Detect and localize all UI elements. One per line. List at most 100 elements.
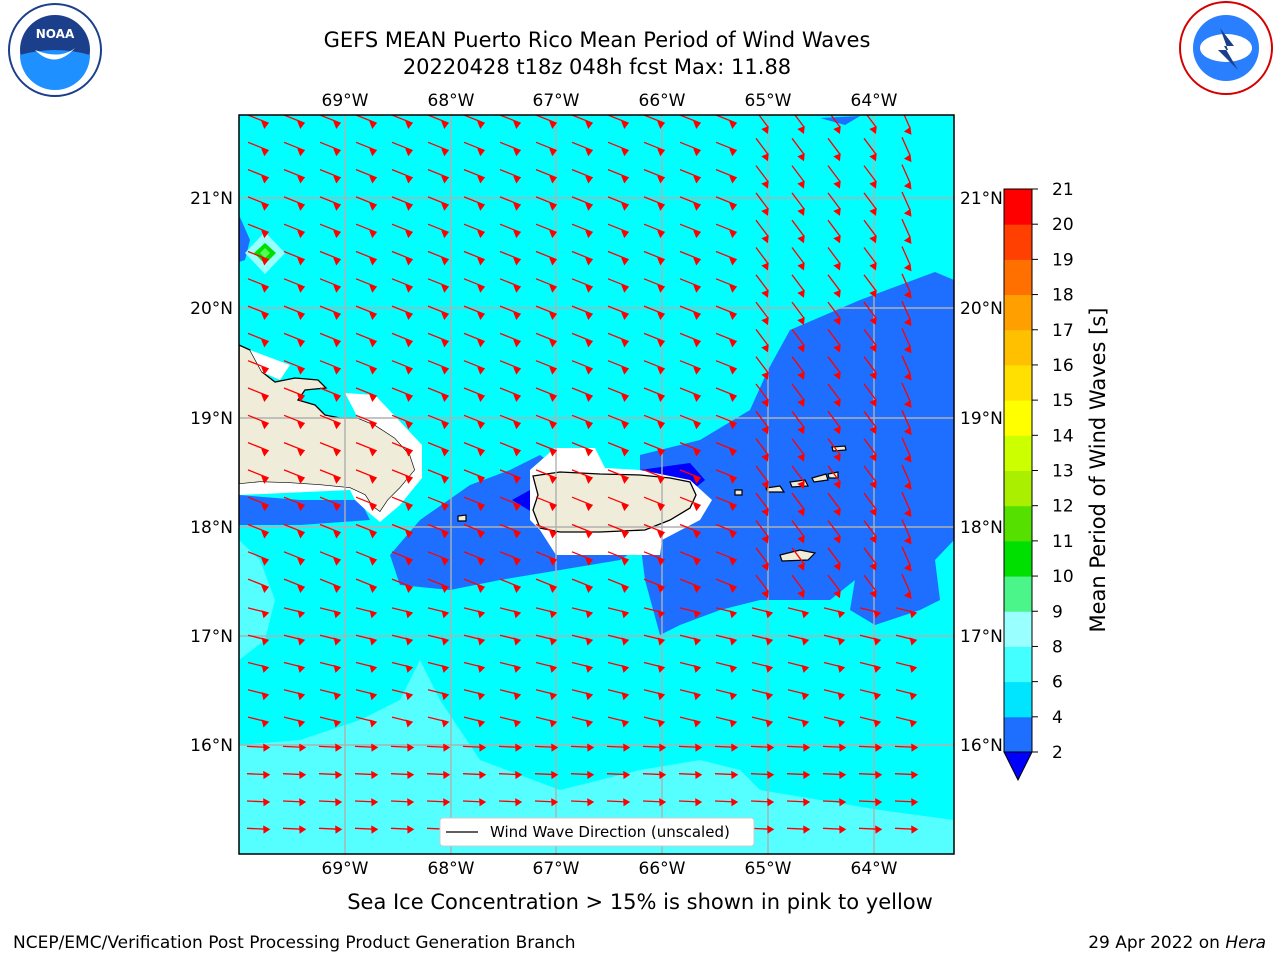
wind-wave-arrow <box>463 332 486 348</box>
wind-wave-arrow <box>463 305 486 321</box>
wind-wave-arrow <box>715 496 738 512</box>
wind-wave-arrow <box>715 250 738 266</box>
wind-wave-arrow <box>827 274 841 298</box>
colorbar-tick-label: 17 <box>1052 321 1074 341</box>
wind-wave-arrow <box>895 689 918 701</box>
wind-wave-arrow <box>895 661 918 673</box>
wind-wave-arrow <box>283 278 306 293</box>
wind-wave-arrow <box>679 607 702 619</box>
wind-wave-arrow <box>426 770 451 780</box>
wind-wave-arrow <box>499 168 522 184</box>
wind-wave-arrow <box>283 551 306 566</box>
wind-wave-arrow <box>391 716 414 728</box>
wind-wave-arrow <box>863 301 877 326</box>
wind-wave-arrow <box>679 360 702 375</box>
period-zone-6-8 <box>239 660 954 854</box>
wind-wave-arrow <box>755 356 769 380</box>
lon-tick: 64°W <box>851 859 898 879</box>
wind-wave-arrow <box>355 661 378 673</box>
wind-wave-arrow <box>319 168 342 184</box>
map-title: GEFS MEAN Puerto Rico Mean Period of Win… <box>323 28 871 52</box>
wind-wave-arrow <box>791 329 805 353</box>
wind-wave-arrow <box>535 523 558 539</box>
wind-wave-arrow <box>499 551 522 566</box>
lon-tick: 68°W <box>428 91 475 111</box>
wind-wave-arrow <box>607 551 630 566</box>
wind-wave-arrow <box>318 825 343 834</box>
wind-wave-arrow <box>863 465 877 489</box>
wind-wave-arrow <box>571 196 594 211</box>
wind-wave-arrow <box>607 168 630 184</box>
wind-wave-arrow <box>283 168 306 184</box>
lat-tick: 17°N <box>190 627 233 647</box>
wind-wave-arrow <box>247 223 270 239</box>
wind-wave-arrow <box>643 305 666 321</box>
wind-wave-arrow <box>534 798 559 807</box>
wind-wave-arrow <box>247 196 270 211</box>
wind-wave-arrow <box>427 551 450 566</box>
wind-wave-arrow <box>427 115 450 129</box>
wind-wave-arrow <box>643 168 666 184</box>
wind-wave-arrow <box>319 414 342 430</box>
wind-wave-arrow <box>894 743 919 752</box>
sea-ice-note-text: Sea Ice Concentration > 15% is shown in … <box>347 890 933 914</box>
wind-wave-arrow <box>679 661 702 673</box>
wind-wave-arrow <box>822 743 847 752</box>
wind-wave-arrow <box>643 278 666 293</box>
wind-wave-arrow <box>535 414 558 430</box>
colorbar-tick-label: 13 <box>1052 462 1074 482</box>
lat-tick: 19°N <box>190 409 233 429</box>
wind-wave-arrow <box>319 523 342 539</box>
wind-wave-arrow <box>247 607 270 619</box>
wind-wave-arrow <box>463 634 486 646</box>
wind-wave-arrow <box>355 607 378 619</box>
wind-wave-arrow <box>895 716 918 728</box>
wind-wave-arrow <box>863 492 877 517</box>
wind-wave-arrow <box>535 387 558 402</box>
colorbar-tick-label: 15 <box>1052 391 1074 411</box>
wind-wave-arrow <box>901 546 912 572</box>
wind-wave-arrow <box>715 578 738 594</box>
wind-wave-arrow <box>391 607 414 619</box>
wind-wave-arrow <box>571 278 594 293</box>
wind-wave-arrow <box>715 141 738 157</box>
wind-wave-arrow <box>427 387 450 402</box>
wind-wave-arrow <box>715 414 738 430</box>
wind-wave-arrow <box>643 496 666 512</box>
colorbar-tick-label: 16 <box>1052 356 1074 376</box>
wind-wave-arrow <box>901 246 912 272</box>
wind-wave-arrow <box>607 223 630 239</box>
footer-date-text: 29 Apr 2022 on <box>1088 933 1226 953</box>
wind-wave-arrow <box>679 168 702 184</box>
wind-wave-arrow <box>679 305 702 321</box>
wind-wave-arrow <box>607 607 630 619</box>
wind-wave-arrow <box>463 196 486 211</box>
wind-wave-arrow <box>791 438 805 462</box>
wind-wave-arrow <box>463 441 486 457</box>
period-zone-2-4-hispaniola <box>239 495 370 525</box>
wind-wave-arrow <box>427 168 450 184</box>
colorbar-segment <box>1004 646 1032 683</box>
wind-wave-arrow <box>391 441 414 457</box>
wind-wave-arrow <box>643 634 666 646</box>
wind-wave-arrow <box>643 578 666 594</box>
lat-tick: 19°N <box>960 409 1003 429</box>
lat-tick: 21°N <box>960 189 1003 209</box>
wind-wave-arrow <box>679 634 702 646</box>
wind-wave-arrow <box>607 115 630 129</box>
wind-wave-arrow <box>390 798 415 807</box>
wind-wave-arrow <box>643 250 666 266</box>
wind-wave-arrow <box>755 301 769 326</box>
wind-wave-arrow <box>499 115 522 129</box>
wind-wave-arrow <box>535 551 558 566</box>
wind-wave-arrow <box>859 716 882 728</box>
lon-tick: 69°W <box>322 859 369 879</box>
wind-wave-arrow <box>355 305 378 321</box>
colorbar-tick-label: 6 <box>1052 673 1063 693</box>
wind-wave-arrow <box>463 661 486 673</box>
wind-wave-arrow <box>679 716 702 728</box>
wind-wave-arrow <box>715 115 738 129</box>
wind-wave-arrow <box>499 278 522 293</box>
wind-wave-arrow <box>863 329 877 353</box>
wind-wave-arrows <box>246 115 919 834</box>
